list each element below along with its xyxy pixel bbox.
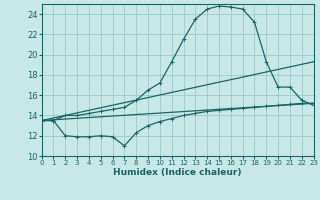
X-axis label: Humidex (Indice chaleur): Humidex (Indice chaleur) — [113, 168, 242, 177]
